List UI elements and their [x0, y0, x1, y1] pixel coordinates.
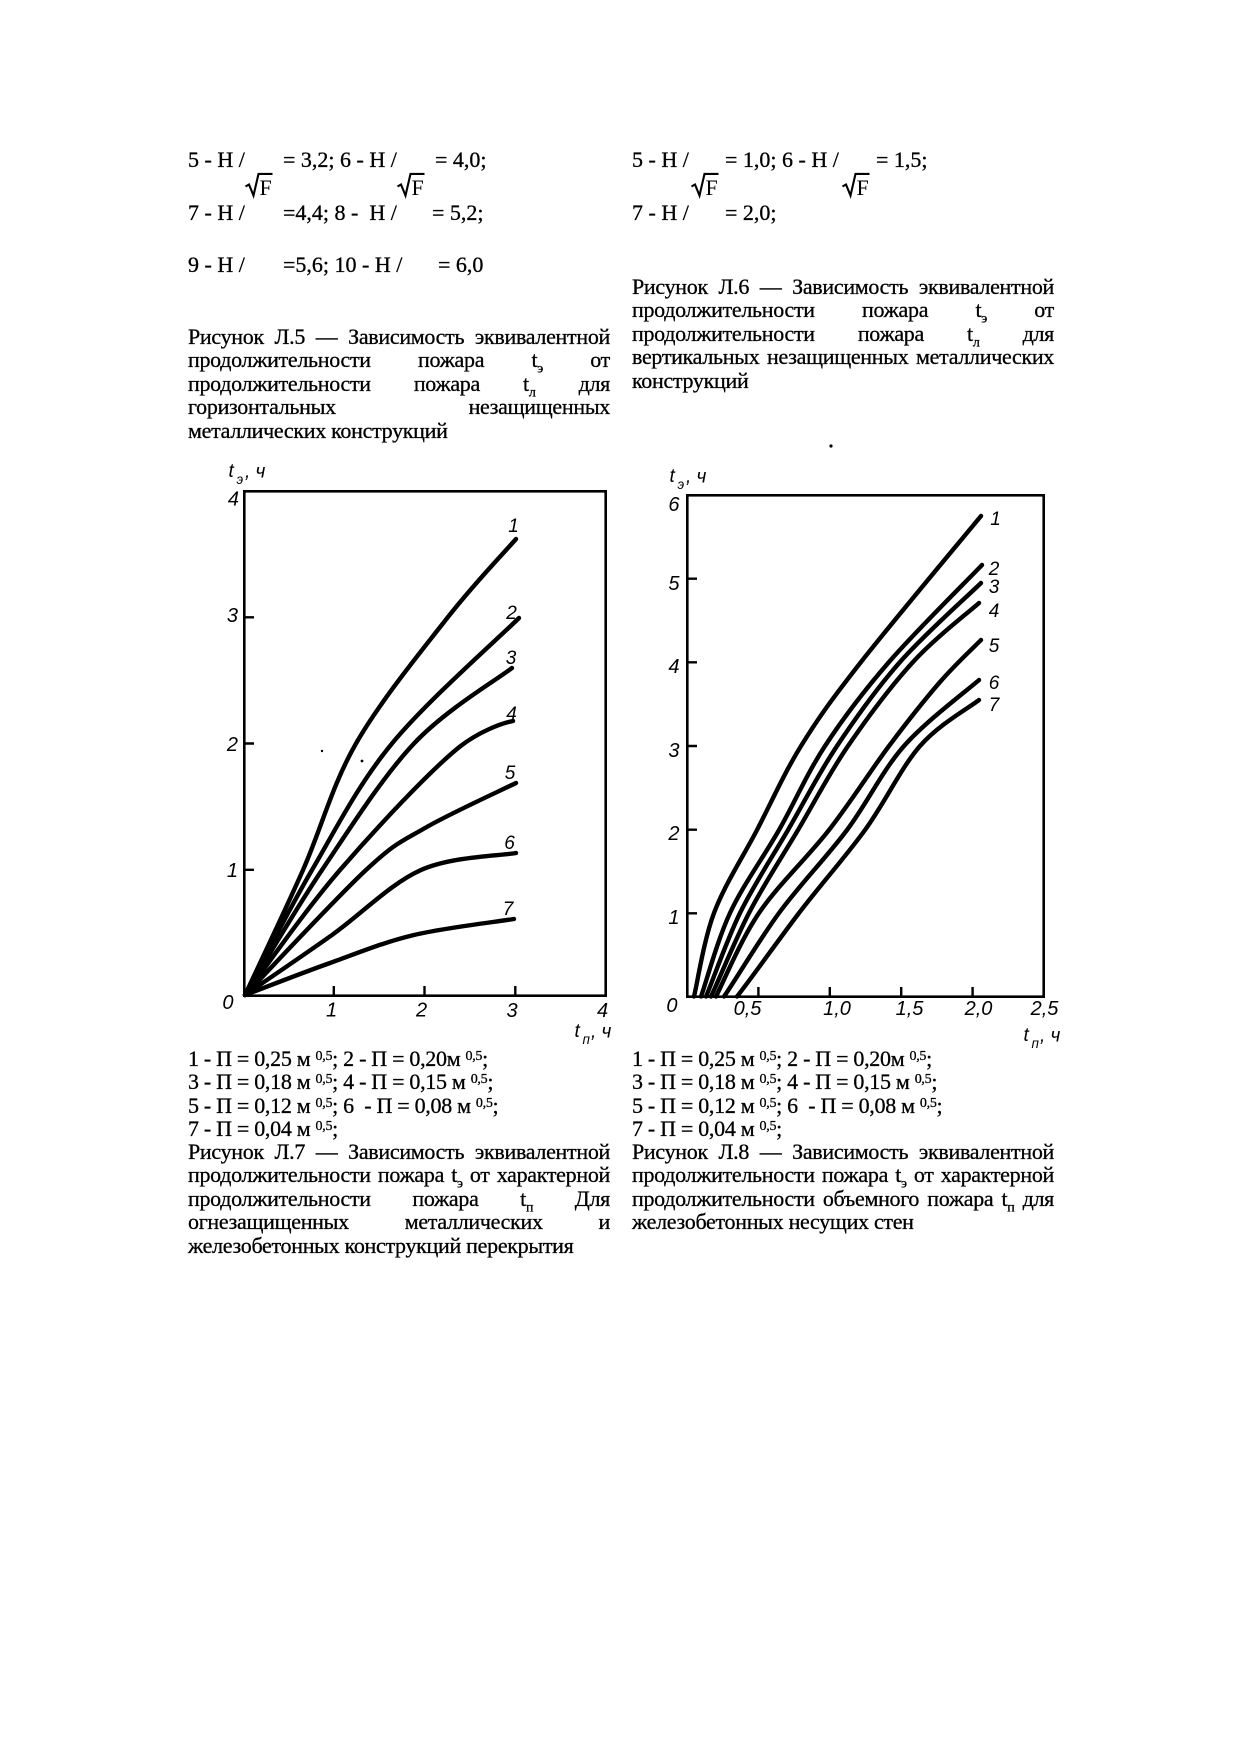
svg-text:2,5: 2,5	[1030, 998, 1060, 1020]
svg-text:6: 6	[504, 833, 515, 854]
svg-text:5: 5	[989, 636, 1000, 657]
svg-text:э: э	[678, 477, 685, 492]
svg-text:t: t	[1024, 1025, 1030, 1046]
svg-text:7: 7	[503, 899, 515, 920]
svg-text:1: 1	[227, 860, 238, 882]
svg-text:3: 3	[227, 605, 238, 627]
svg-text:7: 7	[989, 695, 1001, 716]
svg-text:F: F	[706, 175, 718, 200]
svg-text:0: 0	[666, 995, 677, 1017]
svg-text:1: 1	[508, 516, 519, 537]
svg-text:2: 2	[415, 1000, 427, 1022]
svg-text:, ч: , ч	[245, 462, 266, 483]
svg-text:t: t	[575, 1021, 581, 1042]
svg-text:t: t	[229, 461, 235, 482]
svg-text:э: э	[237, 472, 244, 487]
svg-text:3: 3	[506, 648, 517, 669]
svg-text:2,0: 2,0	[964, 998, 993, 1020]
svg-text:2: 2	[988, 559, 1000, 580]
svg-text:F: F	[857, 175, 869, 200]
svg-text:2: 2	[667, 823, 679, 845]
svg-text:4: 4	[668, 656, 679, 678]
svg-text:, ч: , ч	[591, 1022, 612, 1043]
svg-text:6: 6	[989, 673, 1000, 694]
svg-text:3: 3	[989, 577, 1000, 598]
svg-text:п: п	[1032, 1036, 1040, 1051]
svg-text:2: 2	[505, 603, 517, 624]
svg-text:п: п	[583, 1032, 591, 1047]
svg-text:, ч: , ч	[1040, 1026, 1061, 1047]
svg-text:5: 5	[668, 573, 680, 595]
svg-text:4: 4	[597, 1000, 608, 1022]
svg-text:, ч: , ч	[686, 467, 707, 488]
svg-text:F: F	[260, 175, 272, 200]
svg-text:3: 3	[506, 1000, 517, 1022]
svg-text:6: 6	[668, 494, 680, 516]
svg-text:F: F	[412, 175, 424, 200]
svg-text:t: t	[670, 466, 676, 487]
svg-text:1,0: 1,0	[823, 998, 851, 1020]
svg-text:1: 1	[668, 907, 679, 929]
svg-text:4: 4	[506, 704, 517, 725]
svg-text:1,5: 1,5	[896, 998, 925, 1020]
svg-text:1: 1	[326, 1000, 337, 1022]
svg-text:2: 2	[226, 734, 238, 756]
svg-text:4: 4	[228, 489, 239, 511]
svg-text:3: 3	[668, 740, 679, 762]
svg-text:4: 4	[989, 601, 1000, 622]
svg-text:0,5: 0,5	[734, 998, 763, 1020]
svg-text:5: 5	[505, 763, 516, 784]
svg-text:0: 0	[222, 992, 233, 1014]
svg-text:1: 1	[990, 509, 1001, 530]
